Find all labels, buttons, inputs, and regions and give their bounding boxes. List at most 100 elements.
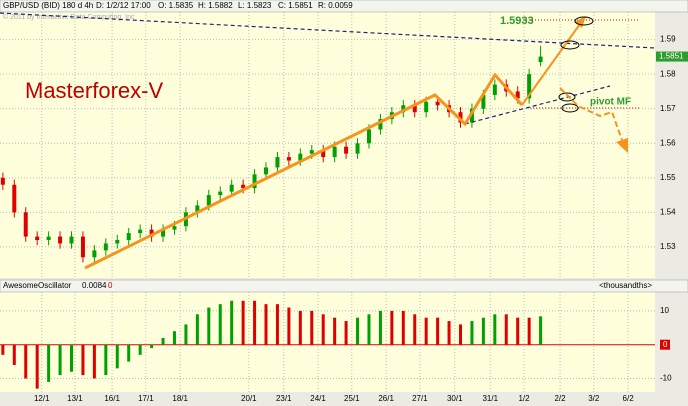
oscillator-bar (344, 321, 348, 345)
y-tick-label: 1.53 (660, 242, 676, 251)
brand-label: Masterforex-V (25, 78, 163, 103)
oscillator-bar (459, 324, 463, 345)
candle-body (527, 74, 532, 99)
oscillator-unit: <thousandths> (599, 281, 652, 290)
oscillator-bar (287, 307, 291, 345)
x-tick-label: 31/1 (482, 394, 498, 403)
info-close: C: 1.5851 (278, 1, 313, 10)
candle-body (161, 229, 166, 237)
oscillator-bar (436, 317, 440, 345)
x-tick-label: 30/1 (447, 394, 463, 403)
candle-body (103, 243, 108, 251)
candle-body (401, 105, 406, 113)
oscillator-bar (81, 344, 85, 376)
candle-body (298, 153, 303, 161)
last-price-box (656, 51, 688, 62)
y-tick-label: -10 (660, 374, 672, 383)
x-tick-label: 13/1 (67, 394, 83, 403)
x-tick-label: 24/1 (310, 394, 326, 403)
oscillator-title: AwesomeOscillator (3, 281, 72, 290)
info-low: L: 1.5823 (238, 1, 272, 10)
oscillator-bar (150, 344, 154, 349)
oscillator-bar (367, 314, 371, 345)
oscillator-bar (527, 317, 531, 345)
candle-body (195, 205, 200, 213)
x-tick-label: 18/1 (172, 394, 188, 403)
candle-body (458, 112, 463, 123)
candle-body (229, 184, 234, 192)
oscillator-bar (172, 331, 176, 345)
x-tick-label: 17/1 (138, 394, 154, 403)
x-tick-label: 12/1 (34, 394, 50, 403)
x-tick-label: 27/1 (412, 394, 428, 403)
candle-body (138, 229, 143, 234)
oscillator-bar (447, 321, 451, 345)
y-tick-label: 0 (663, 340, 668, 349)
info-high: H: 1.5882 (198, 1, 233, 10)
x-tick-label: 1/2 (518, 394, 530, 403)
candle-body (355, 143, 360, 154)
candle-body (58, 236, 63, 244)
y-tick-label: 10 (660, 306, 669, 315)
candle-body (35, 236, 40, 240)
candle-body (252, 174, 257, 189)
header-bar (0, 0, 688, 13)
oscillator-bar (424, 317, 428, 345)
candle-body (538, 56, 543, 63)
oscillator-bar (516, 317, 520, 345)
oscillator-bar (390, 310, 394, 345)
candle-body (286, 157, 291, 161)
x-tick-label: 16/1 (104, 394, 120, 403)
ellipse (574, 16, 594, 26)
candle-body (23, 212, 28, 237)
candle-body (115, 240, 120, 244)
candle-body (206, 195, 211, 206)
y-tick-label: 1.55 (660, 173, 676, 182)
oscillator-bar (12, 344, 16, 365)
oscillator-bar (356, 317, 360, 345)
oscillator-header (0, 279, 688, 293)
x-tick-label: 25/1 (344, 394, 360, 403)
oscillator-bar (218, 304, 222, 345)
info-open: O: 1.5835 (158, 1, 194, 10)
candle-body (126, 233, 131, 240)
wave-line (84, 72, 524, 270)
candle-body (241, 184, 246, 189)
oscillator-bar (47, 344, 51, 382)
candle-body (344, 146, 349, 154)
oscillator-bar (241, 300, 245, 345)
forecast-up (521, 23, 581, 106)
resistance-line (0, 12, 656, 49)
candle-body (469, 108, 474, 123)
x-tick-label: 2/2 (554, 394, 566, 403)
annotations (0, 12, 656, 270)
x-tick-label: 26/1 (378, 394, 394, 403)
candle-body (80, 236, 85, 258)
y-tick-label: 1.54 (660, 207, 676, 216)
oscillator-bar (504, 314, 508, 345)
oscillator-bar (70, 344, 74, 372)
oscillator-bar (24, 344, 28, 379)
x-tick-label: 23/1 (276, 394, 292, 403)
oscillator-bar (230, 300, 234, 345)
copyright: © 2011 by Interactive Data Computing, In… (3, 13, 135, 21)
oscillator-bar (275, 304, 279, 345)
oscillator-bar (138, 344, 142, 355)
oscillator-bar (413, 314, 417, 345)
candle-body (515, 91, 520, 99)
oscillator-bar (253, 300, 257, 345)
oscillator-zero: 0 (108, 281, 113, 290)
arrow-head (616, 138, 628, 153)
ellipse (558, 92, 576, 102)
oscillator-bar (493, 314, 497, 345)
x-tick-label: 3/2 (588, 394, 600, 403)
candle-body (378, 119, 383, 130)
oscillator-bar (35, 344, 39, 389)
candle-body (92, 250, 97, 258)
oscillator-bar (298, 310, 302, 345)
candle-body (12, 184, 17, 213)
candle-body (46, 236, 51, 240)
oscillator-bar (481, 317, 485, 345)
forecast-down (559, 87, 623, 141)
